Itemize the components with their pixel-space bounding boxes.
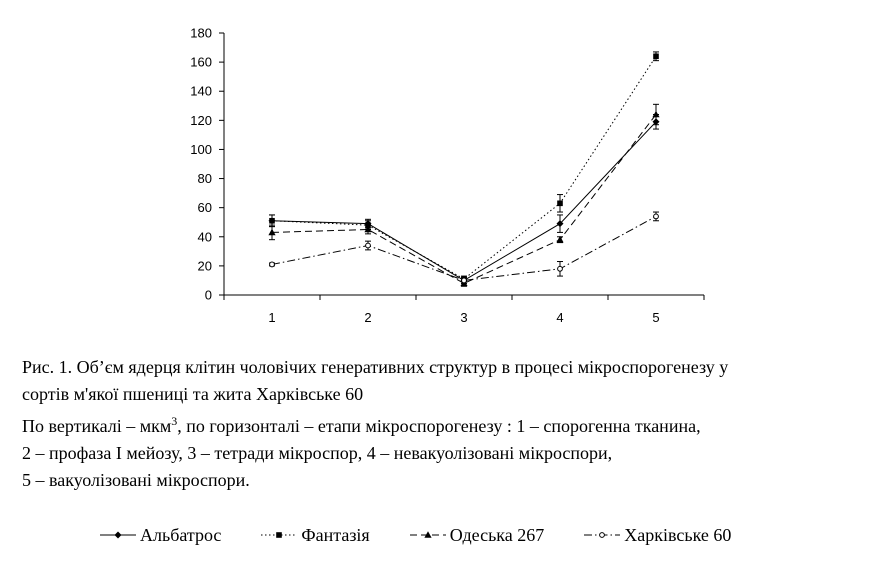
legend-marker — [599, 532, 606, 538]
legend-label: Одеська 267 — [449, 524, 545, 545]
series-3-point — [268, 228, 276, 236]
x-tick-label: 5 — [652, 310, 659, 325]
series-3-point — [364, 225, 372, 233]
series-1-line — [271, 121, 657, 282]
legend-label: Харківське 60 — [624, 524, 732, 545]
series-4-line — [271, 215, 657, 281]
legend-swatch — [261, 532, 298, 538]
legend-swatch — [100, 531, 136, 539]
legend-marker — [276, 532, 283, 538]
series-3-point — [556, 235, 564, 243]
caption-superscript: 3 — [171, 414, 178, 428]
series-2-point — [269, 217, 275, 224]
series-2-point — [653, 53, 659, 60]
y-tick-label: 120 — [190, 113, 212, 128]
legend-swatch — [409, 531, 446, 538]
series-4-point — [653, 213, 659, 220]
x-tick-label: 2 — [364, 310, 371, 325]
legend-item: Харківське 60 — [584, 525, 731, 546]
series-2-line — [271, 56, 657, 280]
series-4-point — [365, 242, 371, 249]
legend-label: Фантазія — [301, 524, 370, 545]
series-3-line — [271, 114, 657, 284]
y-tick-label: 80 — [198, 171, 212, 186]
y-tick-label: 60 — [198, 200, 212, 215]
y-tick-label: 40 — [198, 229, 212, 244]
series-2-point — [557, 200, 563, 207]
line-chart: 0 20 40 60 80 100 120 140 160 180 1 2 3 4 5 — [190, 26, 705, 325]
x-tick-label: 4 — [556, 310, 563, 325]
series-4-point — [461, 277, 467, 284]
y-tick-label: 0 — [205, 288, 212, 303]
chart-legend: Альбатрос Фантазія Одеська 267 Харківське 6… — [100, 522, 860, 548]
legend-marker — [114, 531, 122, 539]
figure-caption: Рис. 1. Об’єм ядерця клітин чоловічих ге… — [22, 354, 882, 494]
y-tick-label: 140 — [190, 84, 212, 99]
caption-line-3: По вертикалі – мкм3, по горизонталі – ет… — [22, 408, 882, 440]
y-tick-label: 20 — [198, 258, 212, 273]
caption-line-1: Рис. 1. Об’єм ядерця клітин чоловічих ге… — [22, 357, 729, 377]
legend-item: Одеська 267 — [409, 524, 545, 546]
caption-line-4: 2 – профаза I мейозу, 3 – тетради мікрос… — [22, 443, 613, 463]
x-tick-label: 1 — [268, 310, 275, 325]
y-tick-label: 160 — [190, 55, 212, 70]
y-tick-label: 100 — [190, 142, 212, 157]
caption-axes-text: По вертикалі – мкм — [22, 416, 172, 436]
x-tick-label: 3 — [460, 310, 467, 325]
legend-item: Альбатрос — [100, 525, 221, 546]
legend-marker — [424, 531, 432, 538]
legend-swatch — [584, 532, 621, 538]
legend-label: Альбатрос — [140, 524, 222, 545]
series-1-point — [556, 220, 564, 228]
y-tick-label: 180 — [190, 26, 212, 41]
series-4-point — [269, 261, 275, 268]
series-3-point — [652, 110, 660, 118]
legend-item: Фантазія — [261, 524, 370, 546]
caption-line-2: сортів м'якої пшениці та жита Харківське… — [22, 384, 364, 404]
caption-line-5: 5 – вакуолізовані мікроспори. — [22, 470, 250, 490]
caption-axes-text-cont: , по горизонталі – етапи мікроспорогенез… — [177, 416, 701, 436]
series-4-point — [557, 265, 563, 272]
